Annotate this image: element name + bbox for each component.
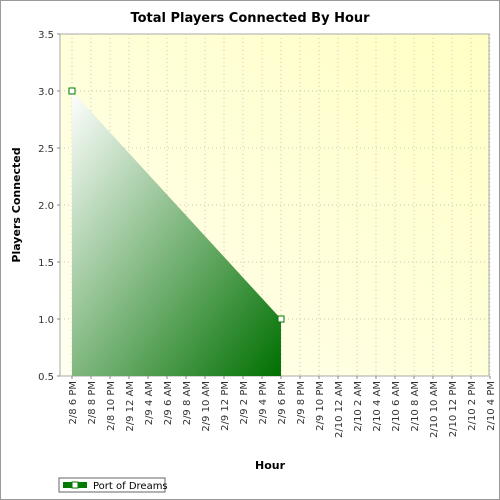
x-tick-label: 2/9 10 AM bbox=[201, 381, 212, 432]
x-tick-label: 2/10 12 AM bbox=[334, 381, 345, 438]
series-area bbox=[72, 91, 281, 376]
x-tick-label: 2/8 10 PM bbox=[106, 381, 117, 431]
x-tick-label: 2/10 4 PM bbox=[486, 381, 497, 431]
legend-label: Port of Dreams bbox=[93, 481, 168, 492]
y-tick-label: 1.0 bbox=[38, 315, 54, 326]
x-tick-label: 2/8 8 PM bbox=[87, 381, 98, 424]
series-area-layer bbox=[72, 91, 281, 376]
x-tick-label: 2/10 4 AM bbox=[372, 381, 383, 432]
x-tick-label: 2/10 10 AM bbox=[429, 381, 440, 438]
y-axis-label: Players Connected bbox=[10, 147, 23, 262]
x-tick-label: 2/9 10 PM bbox=[315, 381, 326, 431]
x-tick-label: 2/10 12 PM bbox=[448, 381, 459, 437]
x-tick-label: 2/10 8 AM bbox=[410, 381, 421, 432]
legend: Port of Dreams bbox=[58, 477, 168, 493]
data-point-marker bbox=[68, 87, 76, 95]
x-tick-label: 2/9 6 PM bbox=[277, 381, 288, 424]
x-tick-label: 2/9 2 PM bbox=[239, 381, 250, 424]
data-point-marker bbox=[277, 315, 285, 323]
x-tick-label: 2/10 2 AM bbox=[353, 381, 364, 432]
y-tick-label: 3.0 bbox=[38, 87, 54, 98]
x-tick-label: 2/10 2 PM bbox=[467, 381, 478, 431]
x-tick-label: 2/8 6 PM bbox=[68, 381, 79, 424]
x-axis-label: Hour bbox=[255, 459, 286, 472]
legend-box bbox=[58, 477, 166, 493]
marker-layer bbox=[68, 87, 285, 323]
x-tick-label: 2/9 8 AM bbox=[182, 381, 193, 425]
x-tick-label: 2/9 4 PM bbox=[258, 381, 269, 424]
x-tick-label: 2/9 6 AM bbox=[163, 381, 174, 425]
y-tick-label: 1.5 bbox=[38, 258, 54, 269]
x-axis-ticks: 2/8 6 PM 2/8 8 PM 2/8 10 PM 2/9 12 AM 2/9 4 … bbox=[68, 376, 497, 438]
legend-marker bbox=[71, 481, 79, 489]
chart-title: Total Players Connected By Hour bbox=[130, 11, 370, 26]
x-tick-label: 2/9 4 AM bbox=[144, 381, 155, 425]
y-tick-label: 0.5 bbox=[38, 372, 54, 383]
y-tick-label: 3.5 bbox=[38, 30, 54, 41]
x-tick-label: 2/9 12 AM bbox=[125, 381, 136, 432]
x-tick-label: 2/9 12 PM bbox=[220, 381, 231, 431]
y-tick-label: 2.0 bbox=[38, 201, 54, 212]
x-tick-label: 2/10 6 AM bbox=[391, 381, 402, 432]
y-tick-label: 2.5 bbox=[38, 144, 54, 155]
y-axis-ticks: 0.5 1.0 1.5 2.0 2.5 3.0 3.5 bbox=[38, 30, 60, 383]
x-tick-label: 2/9 8 PM bbox=[296, 381, 307, 424]
